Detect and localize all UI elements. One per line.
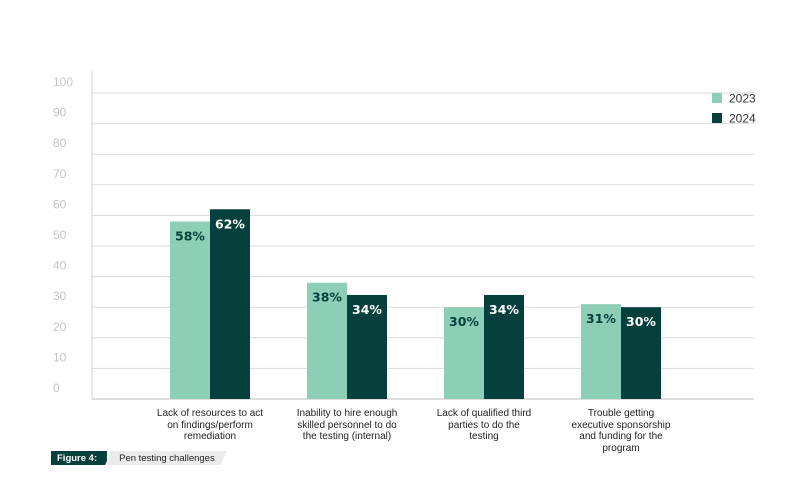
data-label: 58% bbox=[175, 229, 205, 244]
figure-title: Pen testing challenges bbox=[105, 451, 227, 465]
category-label: Trouble getting executive sponsorship and … bbox=[561, 408, 681, 454]
category-label-line: remediation bbox=[183, 431, 237, 442]
y-tick-label: 20 bbox=[53, 320, 67, 334]
legend-label: 2024 bbox=[729, 112, 756, 126]
category-label-line: and funding for the bbox=[579, 431, 663, 442]
y-tick-label: 50 bbox=[53, 228, 67, 242]
y-tick-label: 70 bbox=[53, 167, 67, 181]
category-label-line: testing bbox=[469, 431, 499, 442]
category-label-line: program bbox=[602, 442, 640, 454]
y-tick-label: 60 bbox=[53, 197, 67, 211]
y-tick-label: 10 bbox=[53, 350, 67, 364]
bar-2024-1 bbox=[210, 209, 250, 399]
legend-swatch-2023 bbox=[712, 93, 722, 103]
bar-2024-4 bbox=[621, 307, 661, 399]
category-label-line: skilled personnel to do bbox=[297, 419, 397, 431]
data-label: 34% bbox=[489, 302, 519, 317]
y-tick-label: 30 bbox=[53, 289, 67, 303]
figure-caption: Figure 4: Pen testing challenges bbox=[51, 451, 227, 465]
figure-number: Figure 4: bbox=[51, 451, 108, 465]
category-label-line: Trouble getting bbox=[587, 408, 655, 419]
bar-2024-3 bbox=[484, 294, 524, 399]
data-label: 34% bbox=[352, 302, 382, 317]
data-label: 30% bbox=[626, 314, 656, 329]
data-label: 30% bbox=[449, 314, 479, 329]
category-label: Lack of resources to act on findings/perf… bbox=[150, 408, 270, 443]
bars: 58% 38% 30% 31% 62% 34% 34% 30% bbox=[170, 209, 661, 399]
bar-2023-2 bbox=[307, 282, 347, 399]
category-label-line: the testing (internal) bbox=[302, 431, 392, 442]
legend: 2023 2024 bbox=[712, 92, 756, 126]
data-label: 38% bbox=[312, 290, 342, 305]
category-label-line: on findings/perform bbox=[167, 419, 253, 431]
y-tick-label: 100 bbox=[53, 75, 73, 89]
category-label-line: executive sponsorship bbox=[571, 419, 671, 431]
data-label: 62% bbox=[215, 216, 245, 231]
legend-label: 2023 bbox=[729, 92, 756, 106]
data-label: 31% bbox=[586, 311, 616, 326]
category-label-line: Lack of resources to act bbox=[156, 408, 264, 419]
category-label-line: Lack of qualified third bbox=[436, 408, 532, 419]
category-label: Inability to hire enough skilled personne… bbox=[287, 408, 407, 443]
bar-2024-2 bbox=[347, 294, 387, 399]
bar-2023-1 bbox=[170, 221, 210, 399]
category-label: Lack of qualified third parties to do the… bbox=[424, 408, 544, 443]
category-label-line: parties to do the bbox=[448, 419, 520, 431]
legend-swatch-2024 bbox=[712, 113, 722, 123]
y-tick-label: 80 bbox=[53, 136, 67, 150]
category-label-line: Inability to hire enough bbox=[296, 408, 398, 419]
y-tick-label: 0 bbox=[53, 381, 60, 395]
bar-2023-4 bbox=[581, 304, 621, 399]
y-axis: 0 10 20 30 40 50 60 70 80 90 100 bbox=[53, 70, 93, 399]
y-tick-label: 90 bbox=[53, 106, 67, 120]
bar-2023-3 bbox=[444, 307, 484, 399]
y-tick-label: 40 bbox=[53, 259, 67, 273]
